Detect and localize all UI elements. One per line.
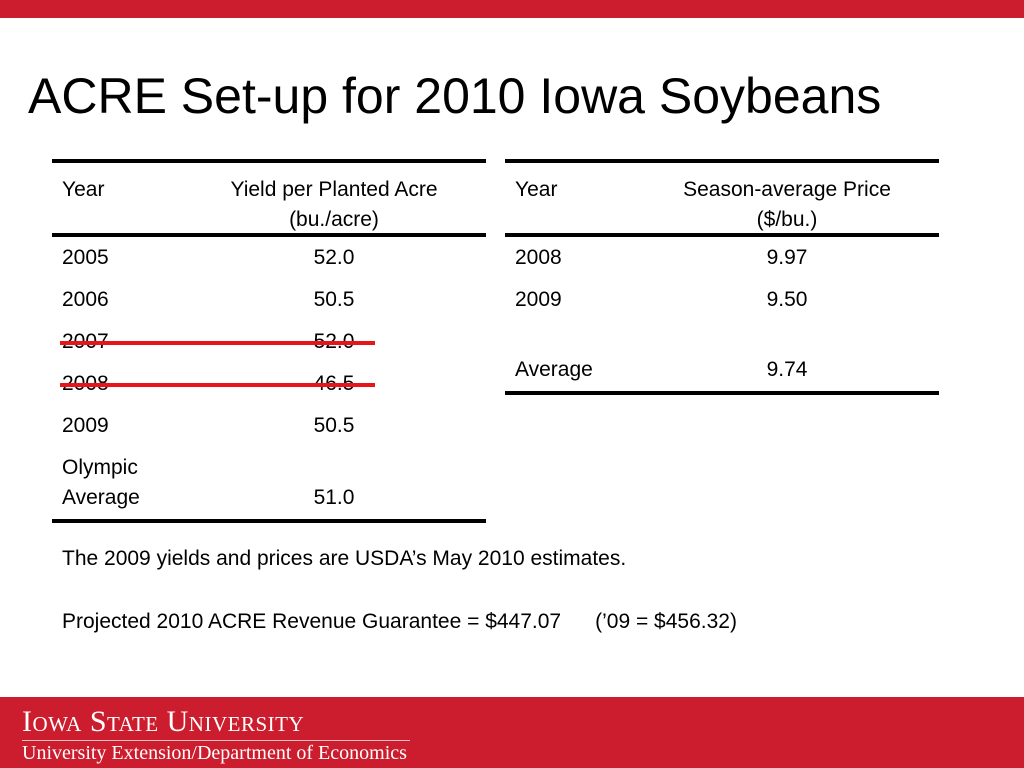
price-header-value-line2: ($/bu.) [756,208,818,231]
yield-row-year: 2005 [62,246,109,269]
table-row: 2008 9.97 [505,237,939,279]
yield-table: Year Yield per Planted Acre (bu./acre) 2… [52,159,486,523]
table-row: 2009 9.50 [505,279,939,321]
price-header-year: Year [515,178,558,201]
table-row: 2008 46.5 [52,363,486,405]
price-table: Year Season-average Price ($/bu.) 2008 9… [505,159,939,395]
revenue-guarantee-note: Projected 2010 ACRE Revenue Guarantee = … [62,608,737,636]
price-table-header-rule [505,233,939,237]
yield-row-value: 52.0 [313,246,355,269]
price-row-value: 9.97 [766,246,808,269]
price-summary-row: Average 9.74 [505,349,939,391]
yield-row-value: 50.5 [313,288,355,311]
yield-table-top-rule [52,159,486,163]
footer-divider [22,740,410,741]
yield-table-header: Year Yield per Planted Acre (bu./acre) [52,163,486,233]
price-table-header: Year Season-average Price ($/bu.) [505,163,939,233]
yield-header-value-line2: (bu./acre) [289,208,379,231]
yield-row-year: 2009 [62,414,109,437]
yield-table-bottom-rule [52,519,486,523]
price-table-top-rule [505,159,939,163]
table-row: 2009 50.5 [52,405,486,447]
yield-summary-row: Olympic Average 51.0 [52,447,486,519]
table-row: 2006 50.5 [52,279,486,321]
price-row-year: 2009 [515,288,562,311]
estimates-note: The 2009 yields and prices are USDA’s Ma… [62,547,627,570]
price-header-value: Season-average Price ($/bu.) [645,175,929,235]
price-header-value-line1: Season-average Price [683,178,891,201]
yield-header-value: Yield per Planted Acre (bu./acre) [192,175,476,235]
yield-summary-value: 51.0 [313,486,355,509]
price-summary-value: 9.74 [766,358,808,381]
yield-table-header-rule [52,233,486,237]
university-wordmark: Iowa State University [22,705,305,738]
yield-summary-label-line2: Average [62,486,140,509]
strikethrough-line [60,383,375,387]
strikethrough-line [60,341,375,345]
price-row-year: 2008 [515,246,562,269]
revenue-guarantee-text: Projected 2010 ACRE Revenue Guarantee = … [62,610,562,633]
table-row: 2005 52.0 [52,237,486,279]
yield-summary-label: Olympic Average [62,453,140,513]
footer-bar: Iowa State University University Extensi… [0,697,1024,768]
yield-header-year: Year [62,178,105,201]
table-row: 2007 52.0 [52,321,486,363]
yield-header-value-line1: Yield per Planted Acre [230,178,438,201]
yield-row-value: 50.5 [313,414,355,437]
department-name: University Extension/Department of Econo… [22,742,407,764]
yield-row-year: 2006 [62,288,109,311]
prior-year-guarantee: (’09 = $456.32) [595,610,737,633]
slide-title: ACRE Set-up for 2010 Iowa Soybeans [28,68,882,124]
price-row-value: 9.50 [766,288,808,311]
top-accent-bar [0,0,1024,18]
price-summary-label: Average [515,358,593,381]
price-table-bottom-rule [505,391,939,395]
yield-summary-label-line1: Olympic [62,456,138,479]
price-table-spacer [505,321,939,349]
